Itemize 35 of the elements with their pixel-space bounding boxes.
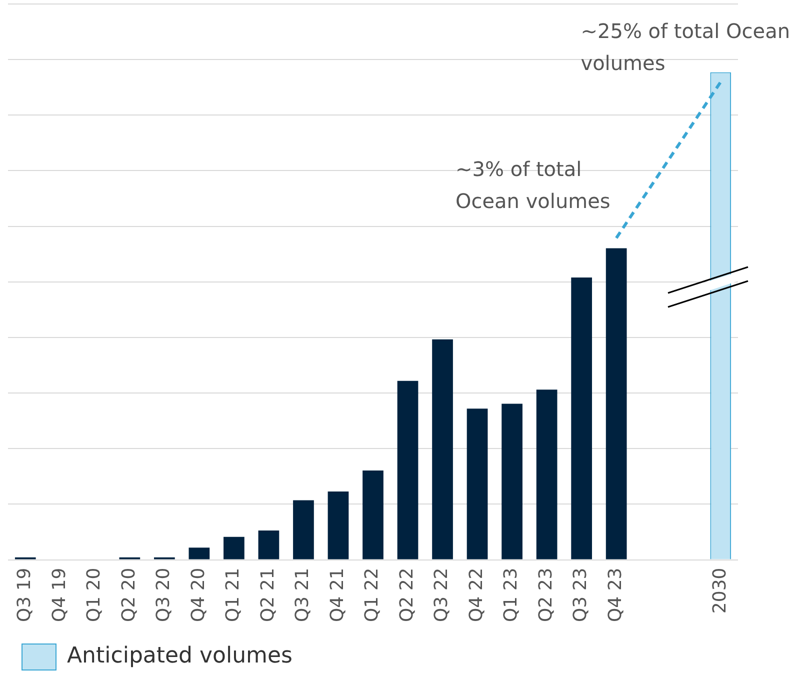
x-tick-label: Q3 21 (292, 568, 314, 622)
x-tick-label: Q4 23 (605, 568, 626, 622)
bar (362, 470, 384, 560)
x-tick-label: Q3 20 (153, 568, 174, 622)
x-tick-label: Q2 23 (535, 568, 556, 622)
annotation: ~3% of total Ocean volumes (455, 157, 610, 213)
bar (466, 408, 488, 560)
x-tick-label: Q4 20 (188, 568, 209, 622)
x-tick-label: Q4 21 (326, 568, 348, 622)
x-tick-label: Q2 21 (257, 568, 278, 622)
bar (224, 536, 244, 560)
x-tick-label: Q4 22 (466, 568, 487, 622)
bar (328, 492, 349, 560)
bar (571, 277, 592, 560)
legend-label: Anticipated volumes (67, 644, 292, 669)
bar (293, 500, 314, 560)
x-tick-label: 2030 (709, 568, 730, 614)
x-tick-label: Q3 19 (14, 568, 36, 622)
bar (188, 548, 210, 560)
x-tick-label: Q1 23 (500, 568, 522, 622)
x-tick-label: Q2 22 (396, 568, 418, 622)
bar (432, 339, 453, 560)
bar (502, 404, 522, 560)
x-tick-label: Q3 23 (570, 568, 592, 622)
x-tick-label: Q1 22 (362, 568, 383, 622)
bar (606, 248, 627, 560)
annotation: ~25% of total Ocean volumes (580, 19, 790, 75)
x-tick-label: Q1 21 (222, 568, 244, 622)
x-tick-label: Q2 20 (118, 568, 140, 622)
x-tick-label: Q3 22 (431, 568, 452, 622)
x-tick-label: Q1 20 (84, 568, 105, 622)
bar (258, 530, 280, 560)
x-tick-label: Q4 19 (48, 568, 70, 622)
bar (397, 380, 418, 560)
bar (536, 390, 558, 560)
